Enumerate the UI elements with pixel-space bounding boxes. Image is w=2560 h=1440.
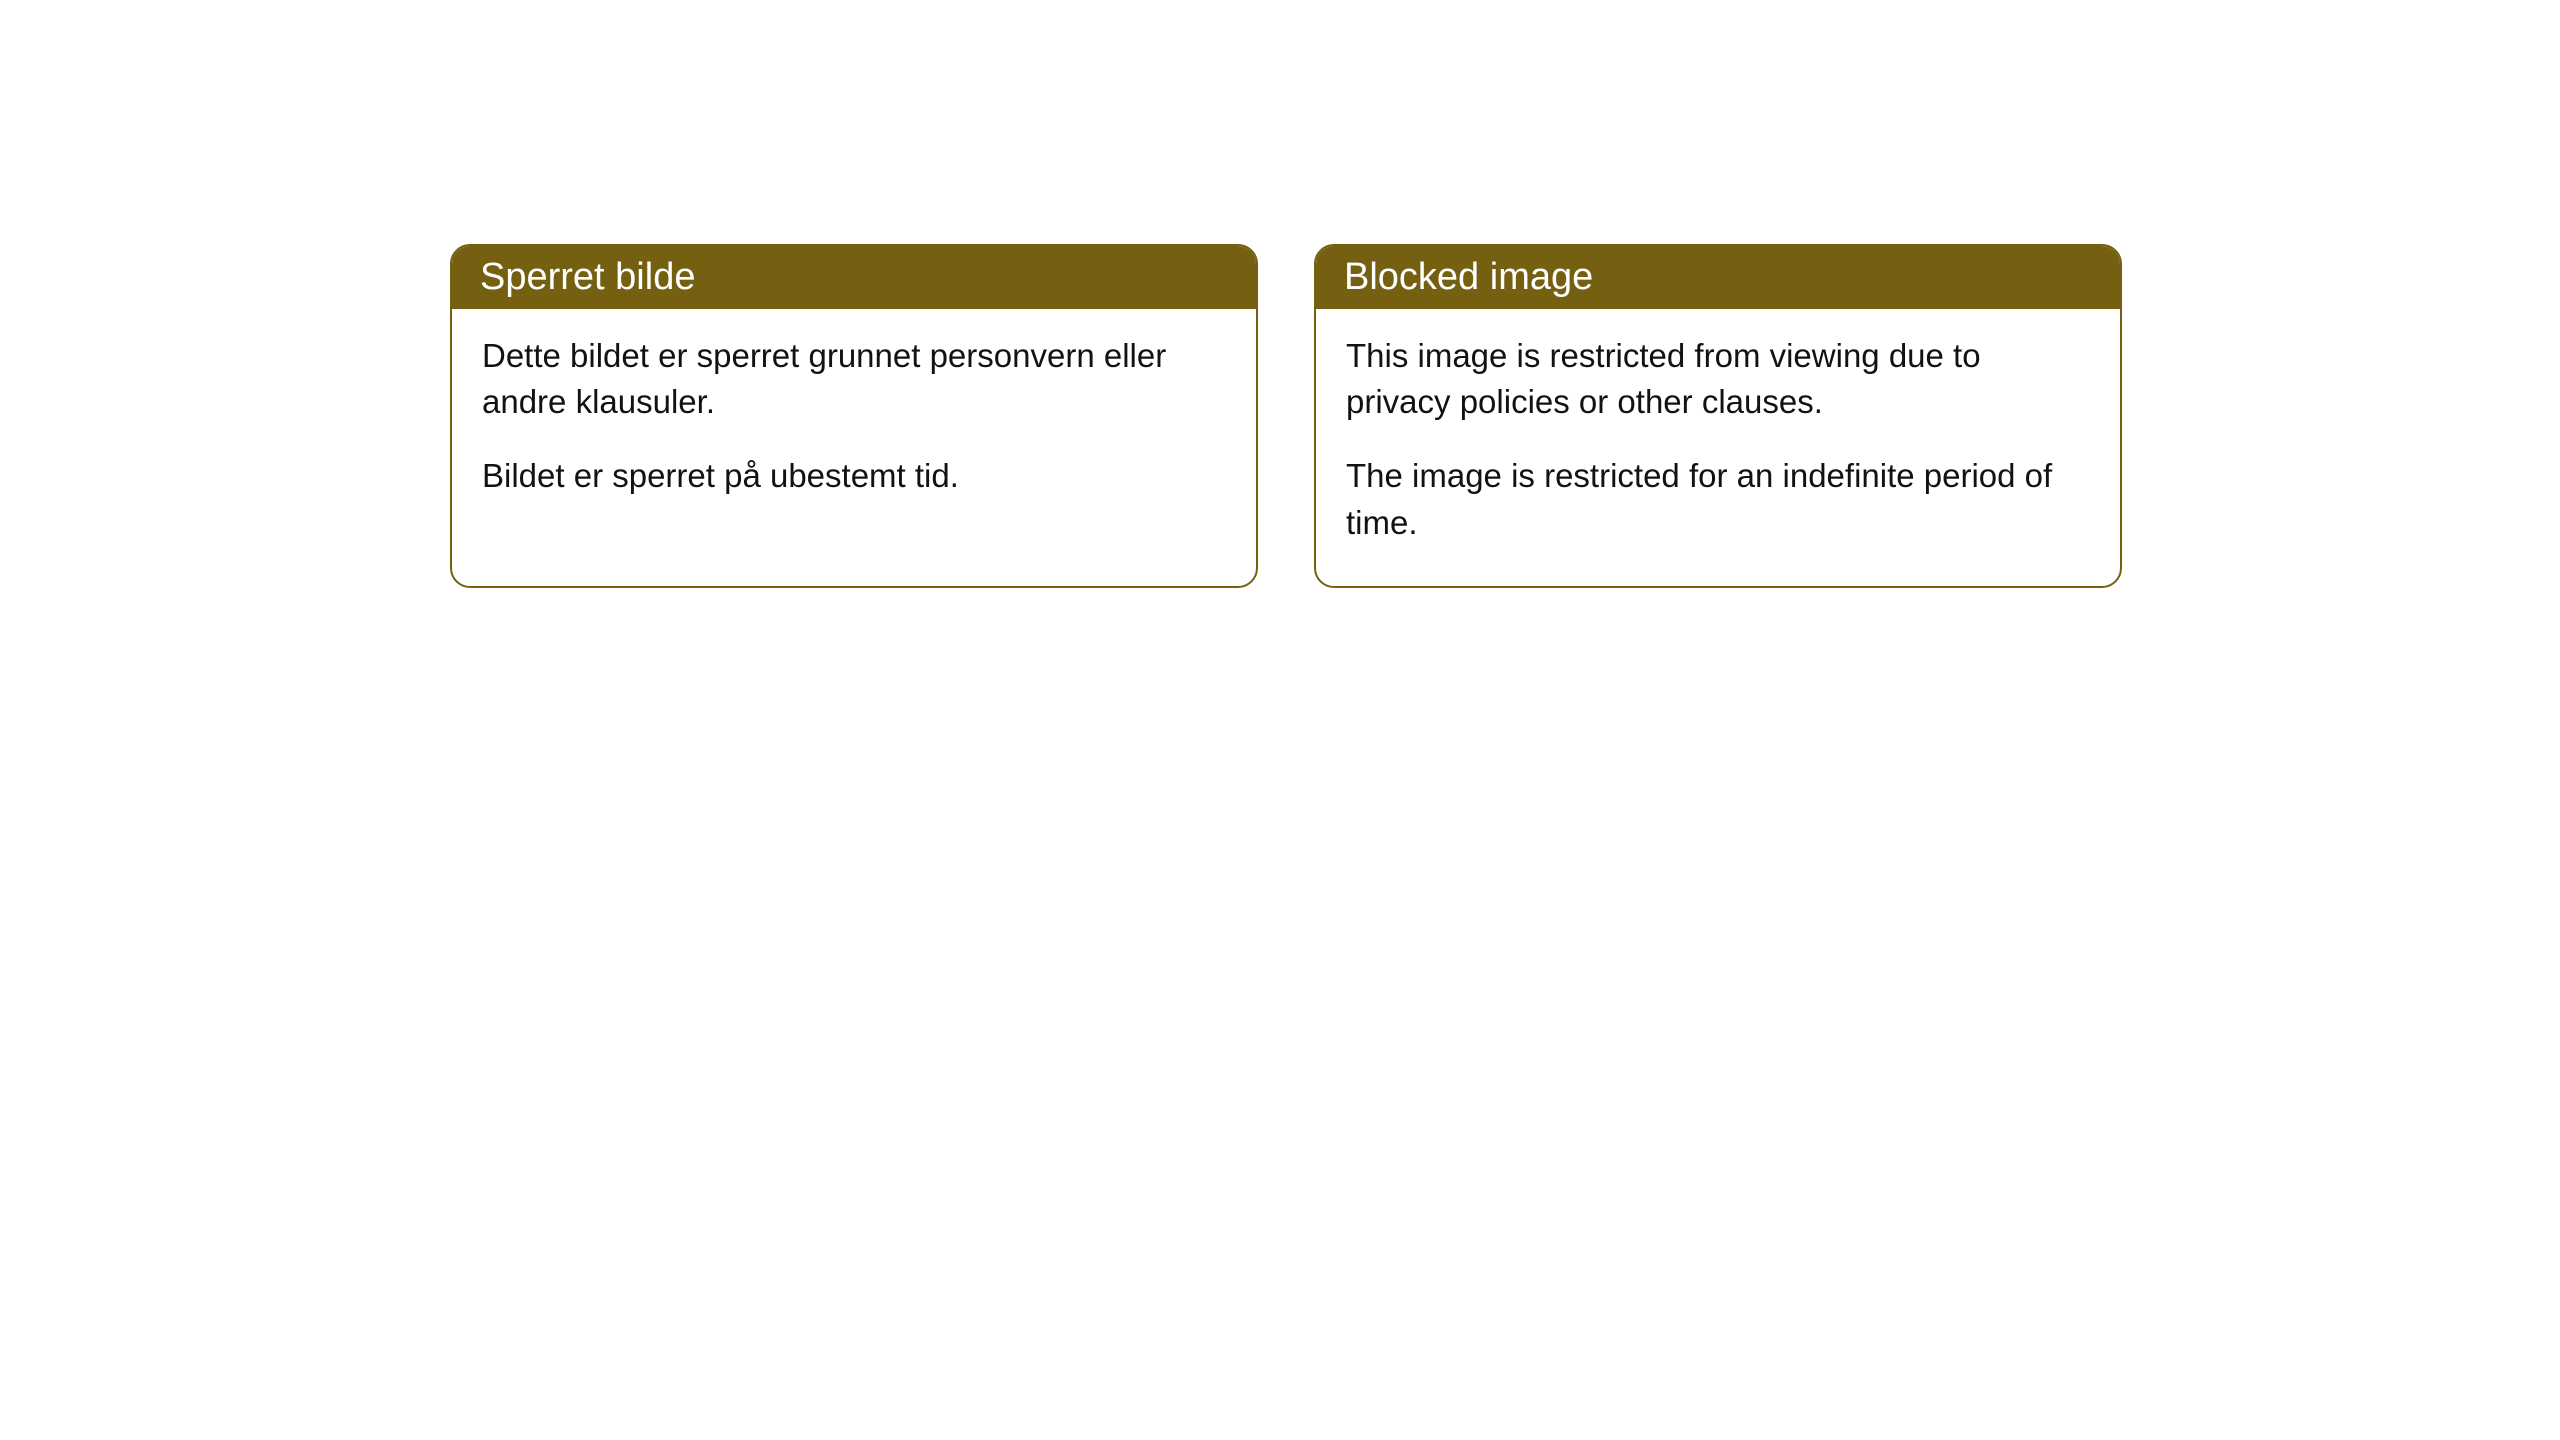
card-header: Sperret bilde xyxy=(452,246,1256,309)
notice-card-english: Blocked image This image is restricted f… xyxy=(1314,244,2122,588)
card-paragraph: Bildet er sperret på ubestemt tid. xyxy=(482,453,1226,499)
card-paragraph: The image is restricted for an indefinit… xyxy=(1346,453,2090,545)
card-paragraph: This image is restricted from viewing du… xyxy=(1346,333,2090,425)
card-body: Dette bildet er sperret grunnet personve… xyxy=(452,309,1256,540)
notice-cards-container: Sperret bilde Dette bildet er sperret gr… xyxy=(450,244,2122,588)
card-paragraph: Dette bildet er sperret grunnet personve… xyxy=(482,333,1226,425)
card-title: Blocked image xyxy=(1344,256,1593,298)
card-title: Sperret bilde xyxy=(480,256,695,298)
card-body: This image is restricted from viewing du… xyxy=(1316,309,2120,586)
card-header: Blocked image xyxy=(1316,246,2120,309)
notice-card-norwegian: Sperret bilde Dette bildet er sperret gr… xyxy=(450,244,1258,588)
